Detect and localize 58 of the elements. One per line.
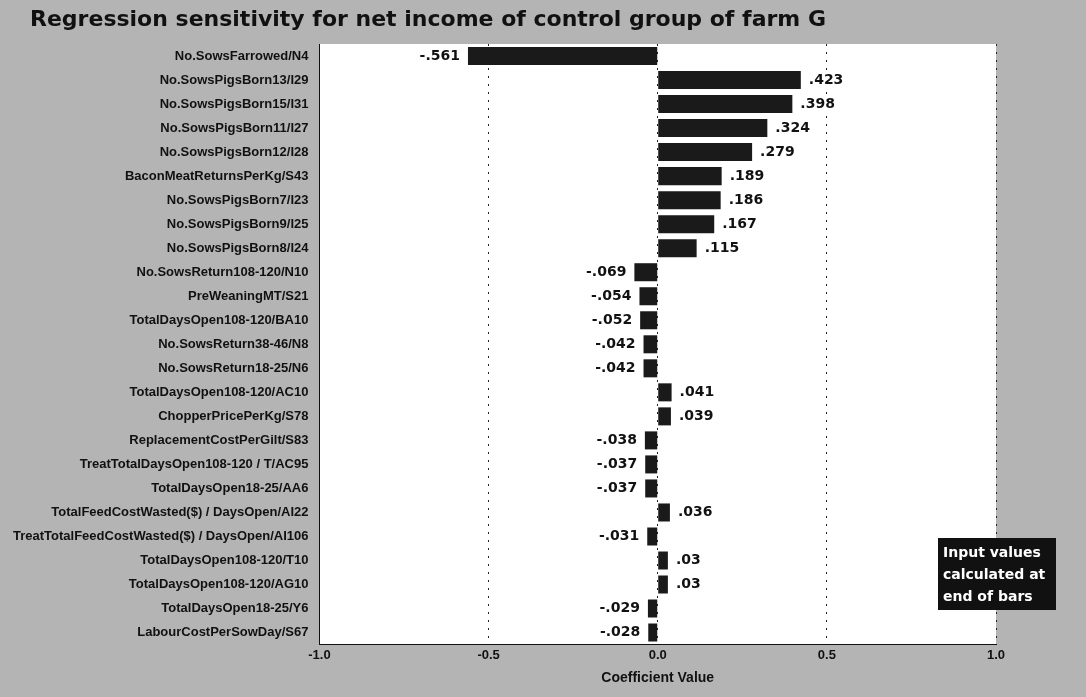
chart-title: Regression sensitivity for net income of control group of farm G [30, 6, 827, 31]
data-label: -.069 [586, 262, 627, 279]
data-label: -.028 [599, 623, 641, 640]
data-label: .03 [675, 575, 701, 592]
y-tick-label: TotalFeedCostWasted($) / DaysOpen/AI22 [51, 504, 309, 520]
x-tick-label: -1.0 [308, 646, 331, 662]
y-tick-label: ChopperPricePerKg/S78 [158, 407, 309, 423]
data-label: -.037 [596, 455, 638, 472]
data-label: .398 [800, 94, 835, 111]
y-tick-label: No.SowsPigsBorn9/I25 [166, 215, 309, 231]
x-axis-title: Coefficient Value [601, 669, 715, 686]
y-tick-label: No.SowsReturn18-25/N6 [158, 359, 309, 375]
y-tick-label: TotalDaysOpen108-120/AC10 [129, 383, 309, 399]
x-tick-label: 1.0 [986, 646, 1006, 662]
data-label: -.037 [596, 479, 638, 496]
y-tick-label: No.SowsPigsBorn8/I24 [166, 239, 310, 255]
data-label: -.042 [595, 334, 636, 351]
y-tick-label: No.SowsPigsBorn7/I23 [166, 191, 309, 207]
y-tick-label: No.SowsFarrowed/N4 [174, 47, 310, 63]
data-label: .036 [677, 503, 713, 520]
data-label: -.042 [595, 358, 636, 375]
x-tick-label: 0.5 [817, 646, 836, 662]
data-label: -.031 [598, 527, 640, 544]
data-label: .423 [808, 70, 844, 87]
x-tick-label: -0.5 [477, 646, 500, 662]
y-tick-label: LabourCostPerSowDay/S67 [137, 624, 309, 640]
data-label: .039 [678, 407, 714, 424]
data-label: .189 [729, 166, 765, 183]
y-tick-label: No.SowsPigsBorn13/I29 [159, 71, 309, 87]
y-tick-label: TotalDaysOpen108-120/T10 [140, 552, 309, 568]
data-label: .186 [728, 190, 764, 207]
x-tick-label: 0.0 [648, 646, 667, 662]
y-tick-label: TotalDaysOpen18-25/Y6 [161, 600, 309, 616]
data-label: -.054 [591, 286, 632, 303]
y-tick-label: TotalDaysOpen108-120/BA10 [129, 311, 309, 327]
y-tick-label: TreatTotalDaysOpen108-120 / T/AC95 [79, 456, 309, 471]
data-label: -.038 [596, 431, 637, 448]
y-tick-label: TreatTotalFeedCostWasted($) / DaysOpen/AI106 [13, 528, 309, 544]
y-tick-label: No.SowsReturn38-46/N8 [158, 335, 309, 351]
data-label: .115 [704, 238, 740, 255]
data-label: -.561 [419, 46, 460, 63]
y-tick-label: No.SowsPigsBorn11/I27 [160, 119, 309, 135]
y-tick-label: No.SowsPigsBorn15/I31 [159, 95, 309, 111]
data-label: .279 [760, 142, 795, 159]
annotation: Input values calculated at end of bars [943, 543, 1047, 606]
y-tick-label: TotalDaysOpen108-120/AG10 [128, 576, 309, 592]
y-tick-label: TotalDaysOpen18-25/AA6 [151, 480, 309, 496]
data-label: .167 [722, 214, 757, 231]
y-tick-label: PreWeaningMT/S21 [188, 287, 309, 303]
data-label: -.052 [591, 310, 633, 327]
data-label: .041 [679, 382, 715, 399]
data-label: .324 [775, 118, 811, 135]
data-label: .03 [675, 551, 701, 568]
y-tick-label: No.SowsPigsBorn12/I28 [159, 143, 309, 159]
y-tick-label: BaconMeatReturnsPerKg/S43 [124, 167, 309, 183]
data-label: -.029 [599, 599, 640, 616]
y-tick-label: No.SowsReturn108-120/N10 [136, 263, 309, 279]
y-tick-label: ReplacementCostPerGilt/S83 [129, 431, 309, 447]
